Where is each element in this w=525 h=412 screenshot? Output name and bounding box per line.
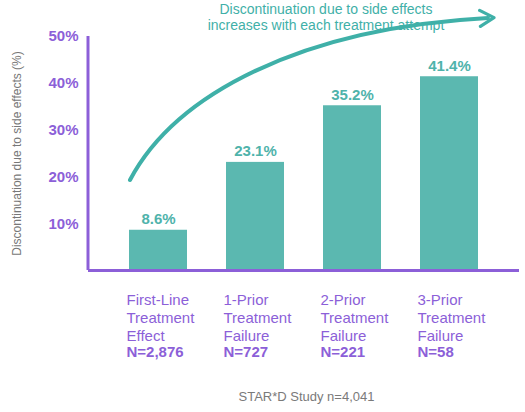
svg-text:10%: 10% <box>48 215 78 232</box>
svg-text:8.6%: 8.6% <box>141 210 175 227</box>
svg-text:N=58: N=58 <box>418 343 454 360</box>
svg-text:35.2%: 35.2% <box>331 86 374 103</box>
html-text:STAR*D Study n=4,041: STAR*D Study n=4,041 <box>238 389 375 404</box>
svg-text:N=2,876: N=2,876 <box>127 343 184 360</box>
svg-text:23.1%: 23.1% <box>234 142 277 159</box>
svg-text:2-PriorTreatmentFailure: 2-PriorTreatmentFailure <box>321 291 390 344</box>
svg-text:3-PriorTreatmentFailure: 3-PriorTreatmentFailure <box>418 291 487 344</box>
svg-text:40%: 40% <box>48 74 78 91</box>
svg-text:1-PriorTreatmentFailure: 1-PriorTreatmentFailure <box>224 291 293 344</box>
svg-text:41.4%: 41.4% <box>428 57 471 74</box>
svg-text:50%: 50% <box>48 27 78 44</box>
svg-text:Discontinuation due to side ef: Discontinuation due to side effectsincre… <box>208 1 445 33</box>
svg-text:N=221: N=221 <box>321 343 366 360</box>
svg-text:20%: 20% <box>48 168 78 185</box>
svg-text:N=727: N=727 <box>224 343 269 360</box>
svg-text:First-LineTreatmentEffect: First-LineTreatmentEffect <box>127 291 196 344</box>
svg-text:Discontinuation due to side ef: Discontinuation due to side effects (%) <box>10 51 24 256</box>
svg-text:30%: 30% <box>48 121 78 138</box>
